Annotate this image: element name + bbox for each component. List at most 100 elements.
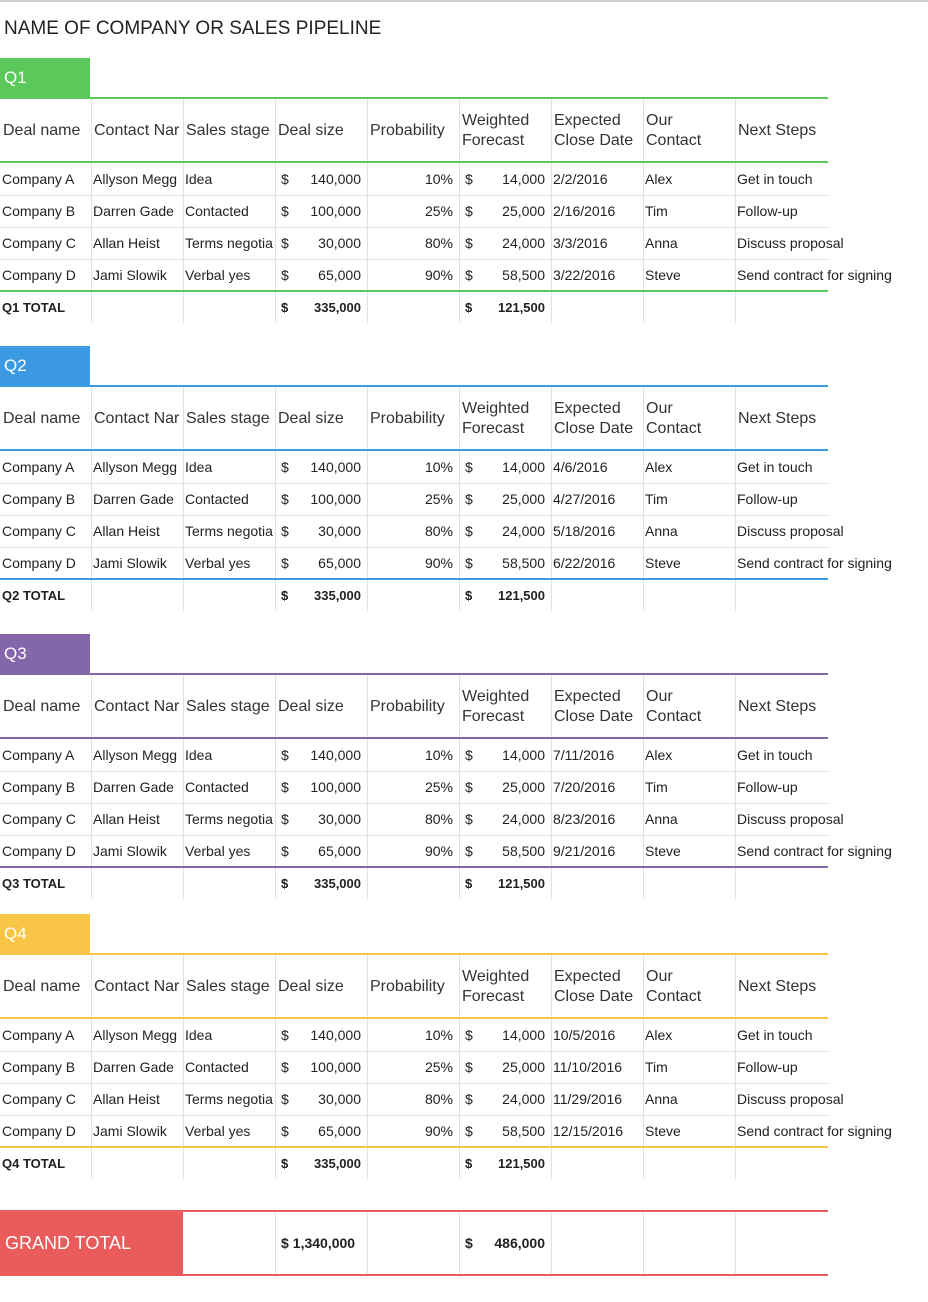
sheet-title: NAME OF COMPANY OR SALES PIPELINE [4, 18, 382, 39]
column-header: Expected Close Date [554, 688, 634, 725]
amount: 58,500 [502, 555, 545, 571]
total-weighted: $121,500 [459, 1147, 551, 1179]
text-cell: 9/21/2016 [553, 843, 616, 859]
quarter-tab: Q2 [0, 346, 90, 386]
text-cell: Allan Heist [93, 1091, 160, 1107]
probability-cell: 25% [424, 203, 453, 219]
column-header: Weighted Forecast [462, 688, 530, 725]
text-cell: Allyson Megg [93, 171, 178, 187]
amount: 100,000 [310, 203, 361, 219]
text-cell: Company B [2, 779, 76, 795]
amount: 58,500 [502, 1123, 545, 1139]
next-steps-cell: Get in touch [737, 171, 813, 187]
column-header: Contact Nar [94, 698, 180, 715]
column-line [91, 99, 92, 323]
currency-symbol: $ [281, 1091, 289, 1107]
total-label: Q2 TOTAL [2, 587, 66, 603]
text-cell: Darren Gade [93, 779, 174, 795]
next-steps-cell: Send contract for signing [737, 843, 892, 859]
currency-symbol: $ [281, 459, 289, 475]
currency-symbol: $ [465, 267, 473, 283]
currency-symbol: $ [281, 235, 289, 251]
text-cell: Anna [645, 811, 678, 827]
amount: 24,000 [502, 811, 545, 827]
total-deal-size: $335,000 [275, 867, 367, 899]
column-header: Expected Close Date [554, 400, 634, 437]
currency-symbol: $ [281, 1059, 289, 1075]
amount: 140,000 [310, 1027, 361, 1043]
column-line [183, 955, 184, 1179]
amount: 30,000 [318, 523, 361, 539]
text-cell: Company D [2, 267, 76, 283]
amount: 121,500 [498, 587, 545, 603]
currency-symbol: $ [465, 587, 473, 603]
currency-cell: $14,000 [459, 739, 551, 771]
column-line [91, 387, 92, 611]
amount: 25,000 [502, 1059, 545, 1075]
column-line [551, 675, 552, 899]
currency-symbol: $ [281, 875, 289, 891]
row-line [0, 1051, 828, 1052]
text-cell: Terms negotia [185, 523, 273, 539]
currency-cell: $14,000 [459, 1019, 551, 1051]
currency-symbol: $ [465, 1123, 473, 1139]
column-header: Probability [370, 978, 445, 995]
next-steps-cell: Follow-up [737, 779, 798, 795]
currency-symbol: $ [465, 235, 473, 251]
text-cell: Company A [2, 459, 75, 475]
currency-symbol: $ [465, 1027, 473, 1043]
row-line [0, 578, 828, 580]
currency-cell: $140,000 [275, 1019, 367, 1051]
text-cell: Company D [2, 1123, 76, 1139]
currency-symbol: $ [281, 171, 289, 187]
text-cell: 7/20/2016 [553, 779, 616, 795]
probability-cell: 80% [424, 235, 453, 251]
probability-cell: 10% [424, 171, 453, 187]
column-header: Sales stage [186, 698, 270, 715]
text-cell: Allyson Megg [93, 747, 178, 763]
text-cell: 4/6/2016 [553, 459, 608, 475]
currency-cell: $24,000 [459, 515, 551, 547]
currency-symbol: $ [281, 491, 289, 507]
quarter-tab: Q3 [0, 634, 90, 674]
column-header: Contact Nar [94, 122, 180, 139]
currency-cell: $30,000 [275, 515, 367, 547]
currency-cell: $58,500 [459, 259, 551, 291]
currency-symbol: $ [281, 203, 289, 219]
column-header: Next Steps [738, 698, 817, 715]
next-steps-cell: Follow-up [737, 491, 798, 507]
amount: 335,000 [314, 875, 361, 891]
text-cell: Verbal yes [185, 555, 251, 571]
text-cell: Idea [185, 171, 213, 187]
currency-cell: $14,000 [459, 451, 551, 483]
column-header: Sales stage [186, 978, 270, 995]
text-cell: Company C [2, 811, 76, 827]
column-header: Deal size [278, 978, 344, 995]
probability-cell: 25% [424, 1059, 453, 1075]
next-steps-cell: Follow-up [737, 203, 798, 219]
column-header: Expected Close Date [554, 968, 634, 1005]
row-line [0, 1146, 828, 1148]
text-cell: Company B [2, 491, 76, 507]
probability-cell: 90% [424, 555, 453, 571]
text-cell: 3/22/2016 [553, 267, 616, 283]
currency-symbol: $ [465, 1235, 473, 1251]
grand-total-deal-size: $1,340,000 [275, 1211, 367, 1275]
text-cell: Allyson Megg [93, 1027, 178, 1043]
currency-cell: $30,000 [275, 803, 367, 835]
column-line [459, 99, 460, 323]
text-cell: Darren Gade [93, 1059, 174, 1075]
amount: 65,000 [318, 267, 361, 283]
currency-symbol: $ [281, 1027, 289, 1043]
currency-cell: $100,000 [275, 483, 367, 515]
currency-symbol: $ [465, 491, 473, 507]
amount: 25,000 [502, 203, 545, 219]
currency-cell: $30,000 [275, 1083, 367, 1115]
currency-cell: $140,000 [275, 163, 367, 195]
grand-total-weighted: $486,000 [459, 1211, 551, 1275]
column-header: Deal name [3, 410, 81, 427]
currency-symbol: $ [465, 171, 473, 187]
text-cell: Company A [2, 747, 75, 763]
text-cell: 6/22/2016 [553, 555, 616, 571]
text-cell: Contacted [185, 203, 249, 219]
